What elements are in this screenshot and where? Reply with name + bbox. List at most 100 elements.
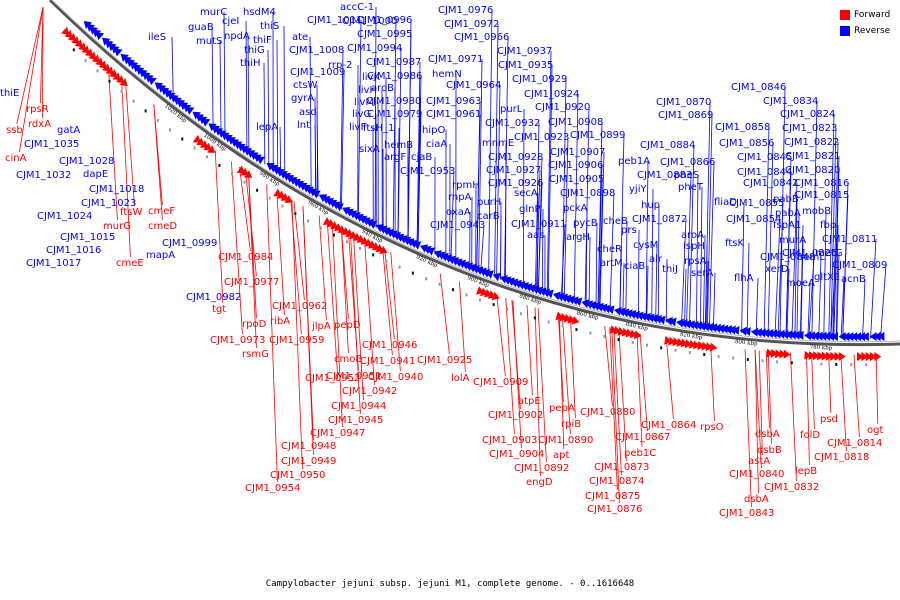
intergenic-mark — [425, 277, 428, 281]
reverse-gene-feature — [202, 118, 211, 127]
forward-gene-feature — [192, 135, 202, 143]
reverse-gene-label: CJM1_0937 — [497, 46, 552, 57]
forward-gene-label: CJM1_0875 — [585, 491, 640, 502]
intergenic-mark — [506, 307, 509, 311]
reverse-gene-feature — [643, 312, 651, 322]
reverse-gene-label: pabA — [775, 208, 801, 219]
forward-swatch — [840, 10, 850, 20]
forward-gene-feature — [633, 330, 642, 340]
reverse-gene-feature — [444, 254, 453, 263]
reverse-leader-line — [357, 19, 362, 219]
legend-item-forward: Forward — [840, 8, 900, 22]
forward-gene-feature — [693, 340, 701, 350]
forward-gene-feature — [834, 351, 842, 361]
reverse-leader-line — [828, 113, 835, 339]
reverse-leader-line — [657, 204, 660, 321]
forward-leader-line — [19, 7, 44, 153]
reverse-leader-line — [211, 26, 214, 130]
forward-gene-feature — [491, 291, 500, 301]
reverse-gene-label: ctsW — [293, 80, 318, 91]
reverse-gene-label: metG — [815, 248, 843, 259]
reverse-gene-feature — [485, 270, 494, 279]
reverse-gene-label: pheS — [674, 170, 699, 181]
reverse-gene-feature — [773, 329, 781, 339]
forward-leader-line — [534, 307, 541, 477]
intergenic-mark — [717, 354, 720, 358]
forward-gene-feature — [625, 328, 634, 338]
forward-gene-feature — [865, 352, 873, 362]
reverse-gene-label: CJM1_1015 — [60, 232, 115, 243]
reverse-leader-line — [700, 186, 703, 328]
reverse-gene-label: pabB — [773, 194, 799, 205]
reverse-leader-line — [705, 245, 708, 329]
reverse-gene-label: CJM1_0971 — [428, 54, 483, 65]
reverse-gene-feature — [777, 329, 785, 339]
reverse-gene-feature — [114, 48, 123, 57]
reverse-gene-label: CJM1_1011 — [307, 15, 362, 26]
reverse-gene-feature — [513, 279, 522, 289]
intergenic-mark — [398, 265, 401, 269]
intergenic-mark — [281, 204, 284, 208]
reverse-leader-line — [779, 86, 786, 337]
reverse-gene-label: CJM1_1017 — [26, 258, 81, 269]
reverse-gene-label: hsdM4 — [243, 7, 276, 18]
reverse-gene-feature — [406, 238, 415, 247]
reverse-gene-label: hemB — [384, 140, 413, 151]
forward-leader-line — [248, 172, 257, 349]
intergenic-mark — [96, 69, 99, 73]
intergenic-mark — [850, 363, 853, 367]
forward-gene-feature — [838, 352, 846, 362]
reverse-gene-label: CJM1_0972 — [444, 19, 499, 30]
reverse-gene-label: CJM1_0846 — [731, 82, 786, 93]
forward-gene-label: CJM1_0950 — [270, 470, 325, 481]
reverse-gene-feature — [538, 287, 547, 297]
gene-features — [61, 21, 885, 367]
reverse-gene-label: CJM1_0999 — [162, 238, 217, 249]
reverse-gene-label: hup — [641, 200, 660, 211]
intergenic-mark — [385, 259, 388, 263]
reverse-gene-label: pheT — [678, 182, 704, 193]
forward-gene-feature — [115, 75, 125, 84]
intergenic-mark — [835, 362, 838, 366]
legend-label-forward: Forward — [854, 10, 891, 20]
forward-leader-line — [331, 222, 343, 428]
forward-gene-label: CJM1_0947 — [310, 428, 365, 439]
reverse-gene-feature — [581, 299, 590, 309]
reverse-gene-label: CJM1_1035 — [24, 139, 79, 150]
reverse-gene-label: CJM1_0994 — [347, 43, 402, 54]
forward-gene-label: CJM1_0942 — [342, 386, 397, 397]
reverse-leader-line — [823, 210, 827, 339]
reverse-gene-label: CJM1_0943 — [430, 220, 485, 231]
reverse-gene-label: CJM1_0935 — [498, 60, 553, 71]
reverse-gene-feature — [369, 220, 378, 229]
forward-gene-label: CJM1_0880 — [580, 407, 635, 418]
reverse-leader-line — [832, 141, 839, 339]
reverse-gene-label: CJM1_0855 — [729, 198, 784, 209]
reverse-gene-feature — [724, 325, 733, 335]
forward-gene-feature — [84, 48, 94, 57]
intergenic-mark — [533, 316, 536, 320]
reverse-leader-line — [645, 160, 649, 319]
reverse-gene-feature — [614, 306, 622, 316]
reverse-gene-label: thiS — [260, 21, 279, 32]
reverse-gene-label: gltX1 — [814, 272, 840, 283]
forward-gene-feature — [621, 327, 630, 337]
forward-leader-line — [558, 314, 565, 450]
reverse-gene-feature — [471, 265, 480, 274]
forward-leader-line — [16, 7, 44, 125]
forward-gene-label: lepB — [795, 466, 817, 477]
reverse-gene-label: CJM1_0911 — [511, 219, 566, 230]
intergenic-mark — [589, 331, 592, 335]
reverse-leader-line — [842, 194, 849, 339]
intergenic-mark — [181, 137, 184, 141]
reverse-gene-label: mnmE — [482, 138, 514, 149]
forward-gene-feature — [199, 140, 209, 148]
reverse-leader-line — [573, 93, 579, 303]
reverse-gene-label: gyrA — [291, 93, 314, 104]
intergenic-mark — [645, 343, 648, 347]
reverse-gene-feature — [545, 289, 554, 299]
forward-leader-line — [561, 315, 571, 435]
intergenic-mark — [411, 271, 414, 275]
reverse-gene-feature — [95, 32, 105, 41]
